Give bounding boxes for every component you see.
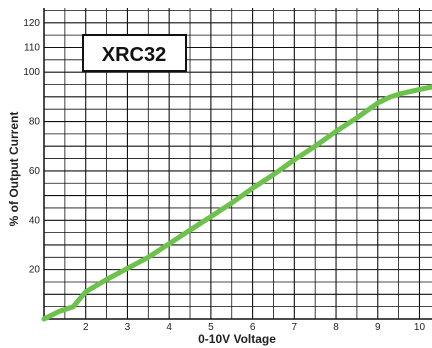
y-tick-label: 40	[29, 215, 41, 226]
y-tick-label: 60	[29, 166, 41, 177]
x-tick-label: 2	[83, 322, 89, 333]
x-tick-label: 6	[250, 322, 256, 333]
x-tick-label: 7	[292, 322, 298, 333]
x-tick-label: 9	[375, 322, 381, 333]
x-tick-label: 8	[333, 322, 339, 333]
legend-box: XRC32	[82, 34, 187, 72]
x-tick-label: 3	[125, 322, 131, 333]
y-tick-label: 20	[29, 265, 41, 276]
series-layer	[41, 84, 432, 322]
y-axis-title: % of Output Current	[7, 112, 21, 227]
axes	[43, 8, 432, 320]
y-tick-label: 100	[23, 67, 40, 78]
x-tick-label: 5	[208, 322, 214, 333]
chart-title: XRC32	[102, 44, 166, 66]
x-axis-title: 0-10V Voltage	[198, 332, 276, 346]
y-tick-label: 80	[29, 117, 41, 128]
series-line	[41, 84, 432, 322]
tick-labels: 2 3 4 5 6 7 8 9 10 20 40 60 80 100 110 120	[23, 18, 425, 333]
y-tick-label: 120	[23, 18, 40, 29]
x-tick-label: 10	[414, 322, 426, 333]
y-tick-label: 110	[24, 42, 40, 53]
x-tick-label: 4	[166, 322, 172, 333]
